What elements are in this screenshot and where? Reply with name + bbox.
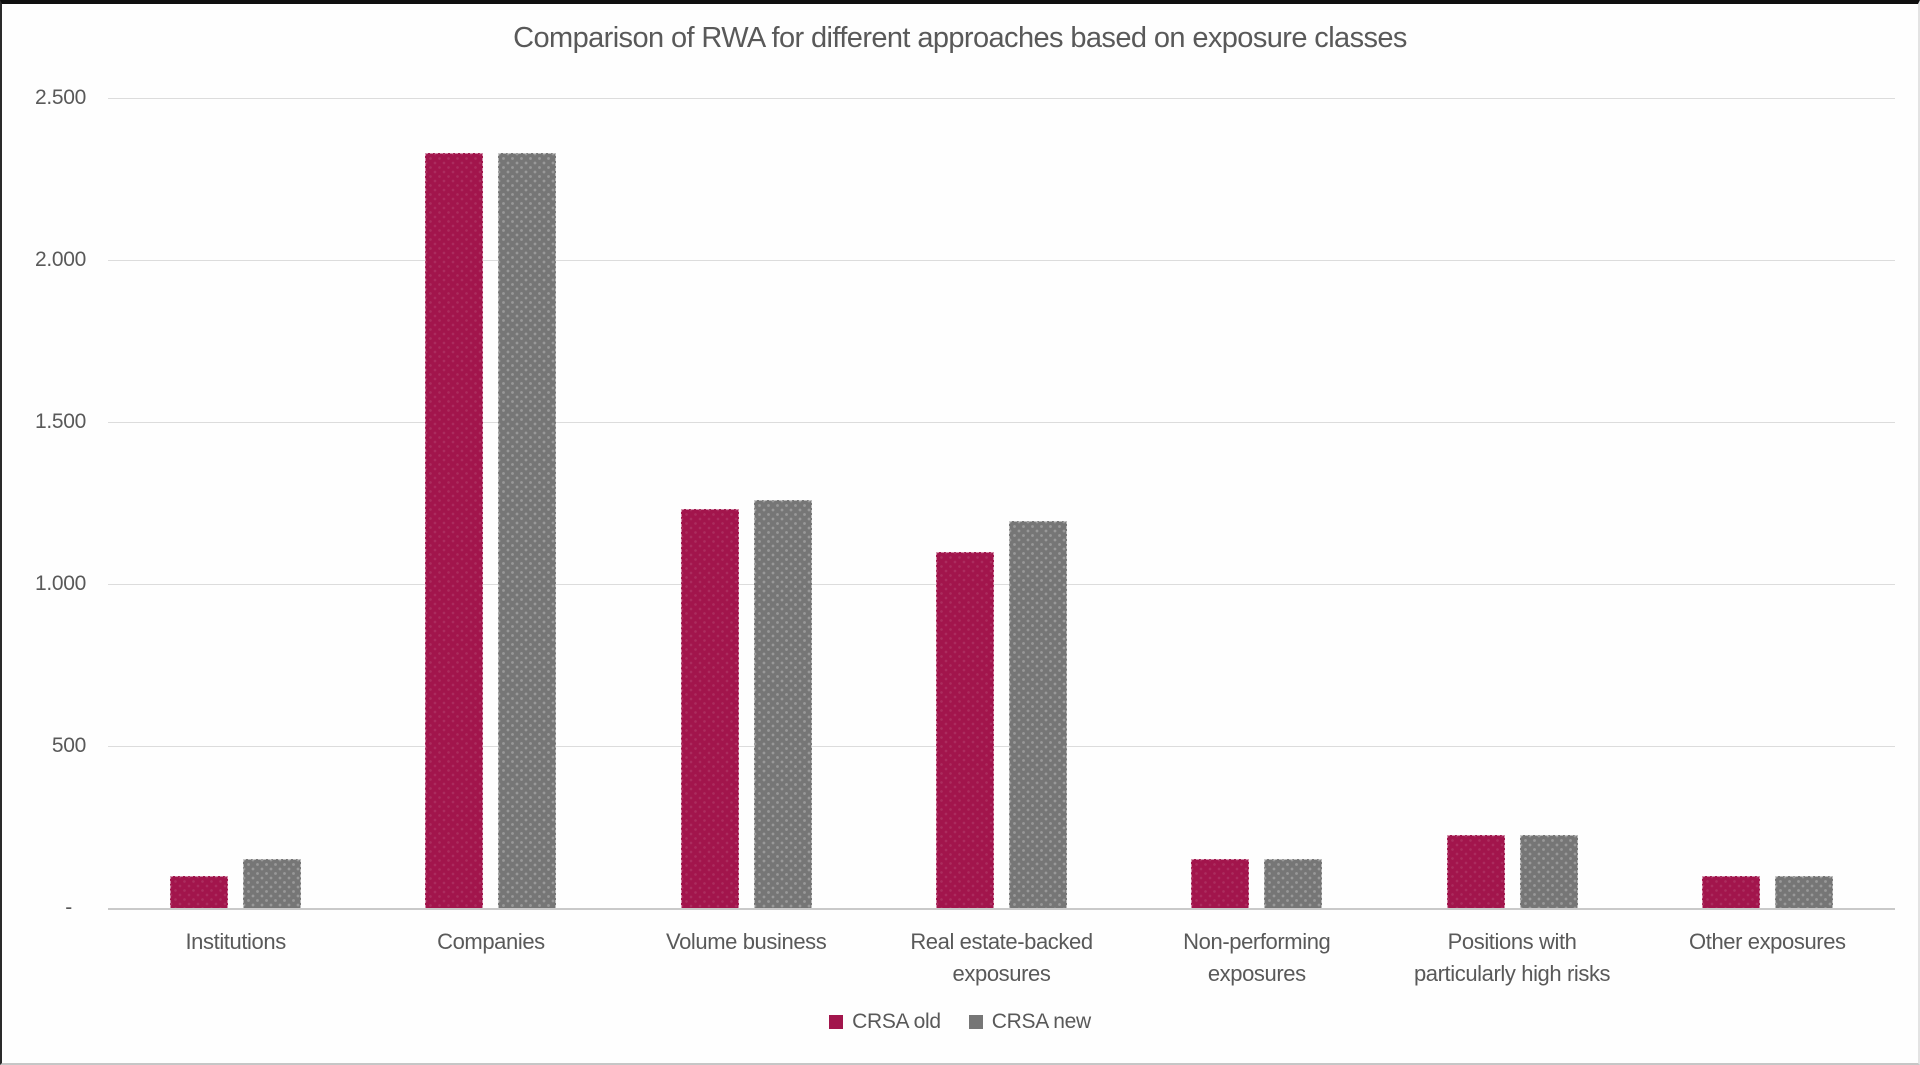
bar-group-companies	[363, 98, 618, 908]
bar-crsa-new-positions-with-particularly-high-risks	[1519, 835, 1578, 908]
y-tick-0: -	[65, 896, 72, 919]
legend-label-crsa-old: CRSA old	[852, 1010, 941, 1033]
gridline-2500	[108, 98, 1895, 99]
bar-group-real-estate-backed-exposures	[874, 98, 1129, 908]
y-tick-1500: 1.500	[34, 410, 86, 433]
bar-crsa-old-volume-business	[680, 509, 739, 908]
y-tick-1000: 1.000	[34, 572, 86, 595]
x-label-real-estate-backed-exposures: Real estate-backed exposures	[910, 929, 1093, 986]
bar-crsa-new-real-estate-backed-exposures	[1008, 520, 1067, 908]
x-label-non-performing-exposures: Non-performing exposures	[1183, 929, 1331, 986]
x-label-other-exposures: Other exposures	[1689, 929, 1846, 954]
plot-area	[108, 98, 1895, 910]
gridline-1000	[108, 584, 1895, 585]
bar-crsa-new-companies	[498, 153, 557, 908]
bar-crsa-old-institutions	[170, 875, 229, 908]
bar-crsa-old-non-performing-exposures	[1191, 859, 1250, 908]
legend-swatch-crsa-old	[829, 1015, 844, 1029]
bar-crsa-old-companies	[425, 153, 484, 908]
y-tick-2500: 2.500	[34, 86, 86, 109]
gridline-1500	[108, 422, 1895, 423]
bar-crsa-old-real-estate-backed-exposures	[935, 551, 994, 908]
legend-item-crsa-new: CRSA new	[968, 1010, 1091, 1034]
bar-crsa-old-other-exposures	[1701, 875, 1760, 908]
y-tick-500: 500	[51, 734, 86, 757]
legend-swatch-crsa-new	[968, 1015, 983, 1029]
bar-crsa-new-volume-business	[753, 499, 812, 908]
x-label-volume-business: Volume business	[666, 929, 827, 954]
legend: CRSA old CRSA new	[2, 1010, 1918, 1034]
legend-label-crsa-new: CRSA new	[991, 1010, 1091, 1033]
bar-group-positions-with-particularly-high-risks	[1384, 98, 1639, 908]
x-label-institutions: Institutions	[185, 929, 286, 954]
bar-group-non-performing-exposures	[1129, 98, 1384, 908]
x-label-positions-with-particularly-high-risks: Positions with particularly high risks	[1413, 929, 1611, 986]
bar-group-other-exposures	[1640, 98, 1895, 908]
gridline-2000	[108, 260, 1895, 261]
y-tick-2000: 2.000	[34, 248, 86, 271]
gridline-500	[108, 746, 1895, 747]
bar-group-volume-business	[619, 98, 874, 908]
bar-crsa-new-non-performing-exposures	[1264, 859, 1323, 908]
bar-crsa-new-institutions	[243, 859, 302, 908]
x-axis-line	[108, 908, 1895, 910]
x-label-companies: Companies	[437, 929, 545, 954]
legend-item-crsa-old: CRSA old	[829, 1010, 941, 1034]
bar-crsa-new-other-exposures	[1774, 875, 1833, 908]
chart-title: Comparison of RWA for different approach…	[513, 22, 1407, 54]
bar-group-institutions	[108, 98, 363, 908]
bar-crsa-old-positions-with-particularly-high-risks	[1446, 835, 1505, 908]
